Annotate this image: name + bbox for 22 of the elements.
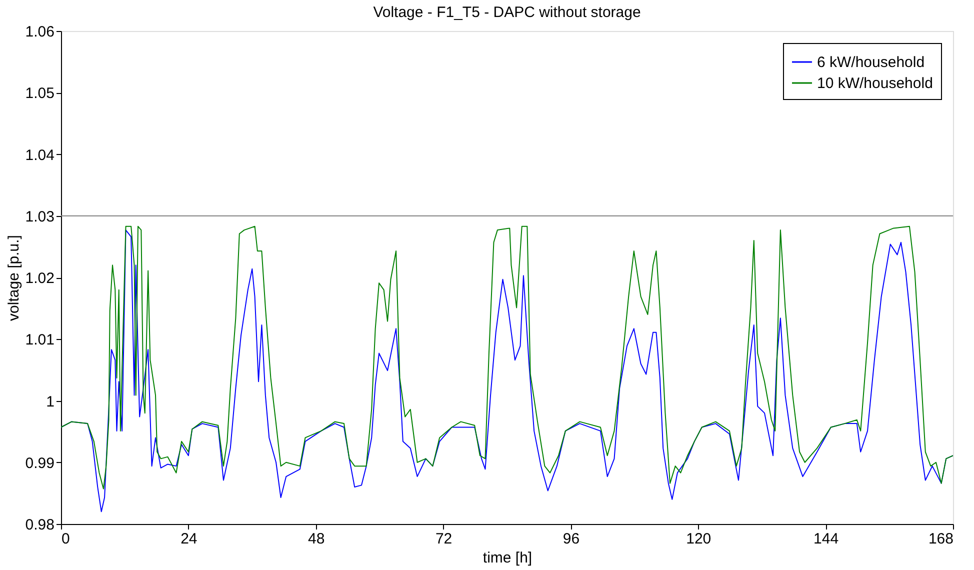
chart-title: Voltage - F1_T5 - DAPC without storage [373,4,641,21]
y-tick-label: 1.06 [25,24,54,40]
y-tick-label: 1.01 [25,332,54,349]
x-tick-label: 144 [814,530,839,548]
y-tick-label: 0.99 [25,454,54,472]
y-tick-label: 1.04 [25,146,54,164]
x-tick-label: 72 [435,530,452,548]
y-tick-label: 1.02 [25,270,54,287]
legend-label: 10 kW/household [817,75,933,92]
y-tick-label: 1 [46,393,54,410]
y-axis-title: voltage [p.u.] [5,235,22,321]
x-tick-label: 96 [562,530,580,548]
x-axis-title: time [h] [482,550,532,566]
x-tick-label: 168 [928,530,954,548]
legend-label: 6 kW/household [817,54,925,71]
y-tick-label: 1.03 [25,208,54,226]
x-tick-label: 120 [686,530,712,548]
y-tick-label: 0.98 [25,516,54,534]
x-tick-label: 48 [308,530,325,548]
y-tick-label: 1.05 [25,85,54,102]
x-tick-label: 24 [180,530,198,548]
x-tick-label: 0 [62,530,70,548]
